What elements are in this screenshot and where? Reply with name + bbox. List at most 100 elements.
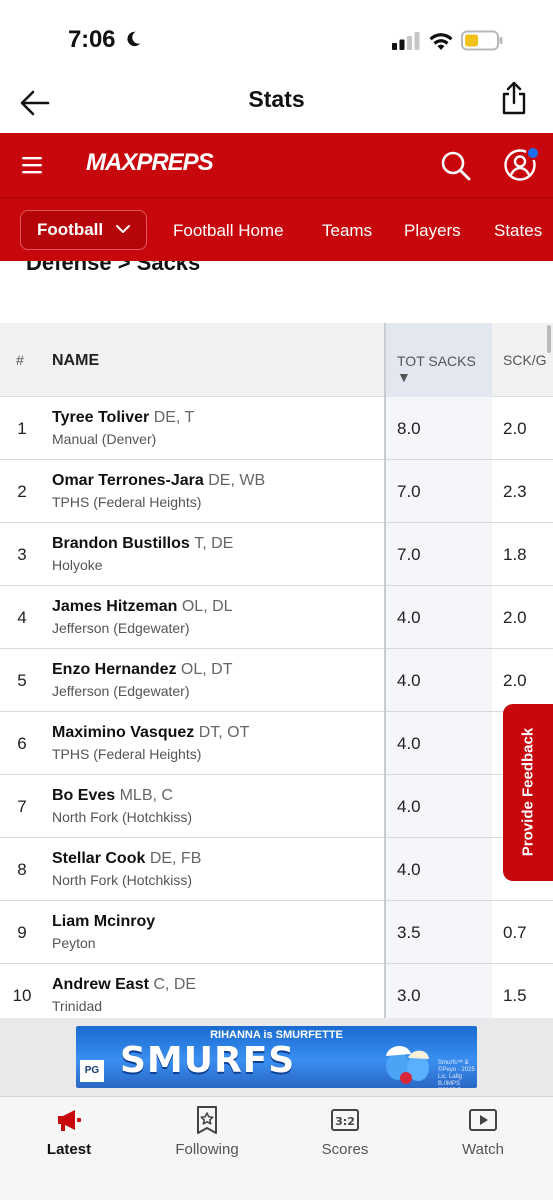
sport-dropdown-visible[interactable]: Football bbox=[20, 210, 147, 250]
cell-school[interactable]: Jefferson (Edgewater) bbox=[52, 683, 190, 699]
cell-sck-per-game: 2.0 bbox=[503, 671, 527, 690]
tab-latest-label: Latest bbox=[46, 1141, 92, 1158]
table-row[interactable]: 10 Andrew East C, DE Trinidad 3.0 1.5 bbox=[0, 964, 553, 1018]
app-header: Stats bbox=[0, 80, 553, 133]
cell-tot-sacks: 7.0 bbox=[386, 523, 492, 585]
status-time: 7:06 bbox=[68, 26, 116, 53]
cell-rank: 3 bbox=[17, 545, 27, 564]
player-name[interactable]: Bo Eves bbox=[52, 787, 116, 804]
cell-school[interactable]: Jefferson (Edgewater) bbox=[52, 620, 190, 636]
cell-rank: 8 bbox=[17, 860, 27, 879]
player-name[interactable]: Omar Terrones-Jara bbox=[52, 472, 204, 489]
scrollbar[interactable] bbox=[547, 325, 551, 353]
sport-nav-overlay: Football Football Home Teams Players Sta… bbox=[0, 197, 553, 261]
table-row[interactable]: 7 Bo Eves MLB, C North Fork (Hotchkiss) 4.0 bbox=[0, 775, 553, 838]
player-name[interactable]: Enzo Hernandez bbox=[52, 661, 177, 678]
cell-school[interactable]: Trinidad bbox=[52, 998, 103, 1014]
table-row[interactable]: 1 Tyree Toliver DE, T Manual (Denver) 8.0 2.… bbox=[0, 397, 553, 460]
maxpreps-logo[interactable]: MAXPREPS bbox=[86, 149, 214, 176]
chevron-down-icon bbox=[116, 225, 130, 233]
tab-following[interactable]: Following bbox=[157, 1105, 257, 1158]
cell-player-name[interactable]: Brandon Bustillos T, DE bbox=[52, 535, 233, 553]
ad-headline: RIHANNA is SMURFETTE bbox=[210, 1029, 343, 1041]
tab-watch-label: Watch bbox=[462, 1141, 504, 1158]
account-icon[interactable] bbox=[503, 148, 537, 182]
play-icon bbox=[469, 1109, 497, 1131]
back-arrow-icon[interactable] bbox=[18, 86, 52, 120]
player-name[interactable]: Maximino Vasquez bbox=[52, 724, 195, 741]
nav-players-visible[interactable]: Players bbox=[404, 221, 461, 240]
battery-icon bbox=[461, 30, 503, 51]
player-name[interactable]: Stellar Cook bbox=[52, 850, 146, 867]
cell-player-name[interactable]: Andrew East C, DE bbox=[52, 976, 196, 994]
nav-teams-visible[interactable]: Teams bbox=[322, 221, 373, 240]
table-row[interactable]: 4 James Hitzeman OL, DL Jefferson (Edgewat… bbox=[0, 586, 553, 649]
cell-player-name[interactable]: Liam Mcinroy bbox=[52, 913, 155, 931]
cell-tot-sacks: 3.0 bbox=[386, 964, 492, 1018]
cell-rank: 7 bbox=[17, 797, 27, 816]
ad-banner[interactable]: RIHANNA is SMURFETTE SMURFS PG Smurfs™ &… bbox=[76, 1026, 477, 1088]
column-tot-sacks[interactable]: TOT SACKS ▼ bbox=[386, 323, 492, 397]
player-name[interactable]: Brandon Bustillos bbox=[52, 535, 190, 552]
cellular-signal-icon bbox=[392, 32, 420, 50]
nav-states-visible[interactable]: States bbox=[494, 221, 543, 240]
page-title: Stats bbox=[248, 86, 305, 112]
ad-area: RIHANNA is SMURFETTE SMURFS PG Smurfs™ &… bbox=[0, 1018, 553, 1096]
cell-player-name[interactable]: Tyree Toliver DE, T bbox=[52, 409, 194, 427]
tab-watch[interactable]: Watch bbox=[433, 1105, 533, 1158]
cell-player-name[interactable]: James Hitzeman OL, DL bbox=[52, 598, 233, 616]
cell-tot-sacks: 8.0 bbox=[386, 397, 492, 459]
player-name[interactable]: Liam Mcinroy bbox=[52, 913, 156, 930]
player-name[interactable]: Andrew East bbox=[52, 976, 149, 993]
notification-dot bbox=[526, 146, 540, 160]
table-row[interactable]: 2 Omar Terrones-Jara DE, WB TPHS (Federal … bbox=[0, 460, 553, 523]
wifi-icon bbox=[429, 33, 453, 50]
cell-player-name[interactable]: Maximino Vasquez DT, OT bbox=[52, 724, 249, 742]
table-row[interactable]: 5 Enzo Hernandez OL, DT Jefferson (Edgewat… bbox=[0, 649, 553, 712]
cell-school[interactable]: North Fork (Hotchkiss) bbox=[52, 809, 193, 825]
menu-icon[interactable] bbox=[22, 155, 44, 175]
cell-player-name[interactable]: Enzo Hernandez OL, DT bbox=[52, 661, 232, 679]
ad-title: SMURFS bbox=[120, 1040, 296, 1081]
bottom-tab-bar: Latest Following 3:2 Scores Watch bbox=[0, 1096, 553, 1200]
ad-fine-print: Smurfs™ & ©Peyo - 2025 Lic. Lafig B./IMP… bbox=[438, 1060, 475, 1087]
table-row[interactable]: 6 Maximino Vasquez DT, OT TPHS (Federal He… bbox=[0, 712, 553, 775]
table-header: # NAME TOT SACKS ▼ SCK/G bbox=[0, 323, 553, 397]
cell-rank: 2 bbox=[17, 482, 27, 501]
column-sck-per-game[interactable]: SCK/G bbox=[503, 352, 547, 368]
cell-sck-per-game: 0.7 bbox=[503, 923, 527, 942]
column-divider bbox=[384, 323, 386, 1018]
cell-rank: 9 bbox=[17, 923, 27, 942]
tab-following-label: Following bbox=[175, 1141, 239, 1158]
cell-school[interactable]: TPHS (Federal Heights) bbox=[52, 746, 202, 762]
provide-feedback-button[interactable]: Provide Feedback bbox=[503, 704, 553, 881]
tab-scores[interactable]: 3:2 Scores bbox=[295, 1105, 395, 1158]
cell-school[interactable]: TPHS (Federal Heights) bbox=[52, 494, 202, 510]
cell-player-name[interactable]: Omar Terrones-Jara DE, WB bbox=[52, 472, 265, 490]
player-position: C, DE bbox=[153, 976, 197, 993]
player-position: OL, DT bbox=[180, 661, 233, 678]
cell-school[interactable]: North Fork (Hotchkiss) bbox=[52, 872, 193, 888]
table-row[interactable]: 9 Liam Mcinroy Peyton 3.5 0.7 bbox=[0, 901, 553, 964]
cell-sck-per-game: 2.0 bbox=[503, 419, 527, 438]
ad-rating: PG bbox=[80, 1060, 104, 1082]
cell-school[interactable]: Manual (Denver) bbox=[52, 431, 157, 447]
player-name[interactable]: James Hitzeman bbox=[52, 598, 178, 615]
svg-text:3:2: 3:2 bbox=[335, 1115, 355, 1128]
cell-rank: 10 bbox=[12, 986, 32, 1005]
search-icon[interactable] bbox=[440, 150, 472, 182]
tab-scores-label: Scores bbox=[321, 1141, 369, 1158]
cell-rank: 5 bbox=[17, 671, 27, 690]
cell-player-name[interactable]: Bo Eves MLB, C bbox=[52, 787, 173, 805]
tab-latest[interactable]: Latest bbox=[19, 1105, 119, 1158]
nav-football-home-visible[interactable]: Football Home bbox=[173, 221, 284, 240]
player-name[interactable]: Tyree Toliver bbox=[52, 409, 150, 426]
table-row[interactable]: 3 Brandon Bustillos T, DE Holyoke 7.0 1.8 bbox=[0, 523, 553, 586]
cell-player-name[interactable]: Stellar Cook DE, FB bbox=[52, 850, 201, 868]
cell-school[interactable]: Peyton bbox=[52, 935, 96, 951]
table-row[interactable]: 8 Stellar Cook DE, FB North Fork (Hotchkis… bbox=[0, 838, 553, 901]
column-name[interactable]: NAME bbox=[52, 352, 100, 369]
cell-sck-per-game: 2.3 bbox=[503, 482, 527, 501]
cell-school[interactable]: Holyoke bbox=[52, 557, 103, 573]
share-icon[interactable] bbox=[499, 80, 529, 116]
